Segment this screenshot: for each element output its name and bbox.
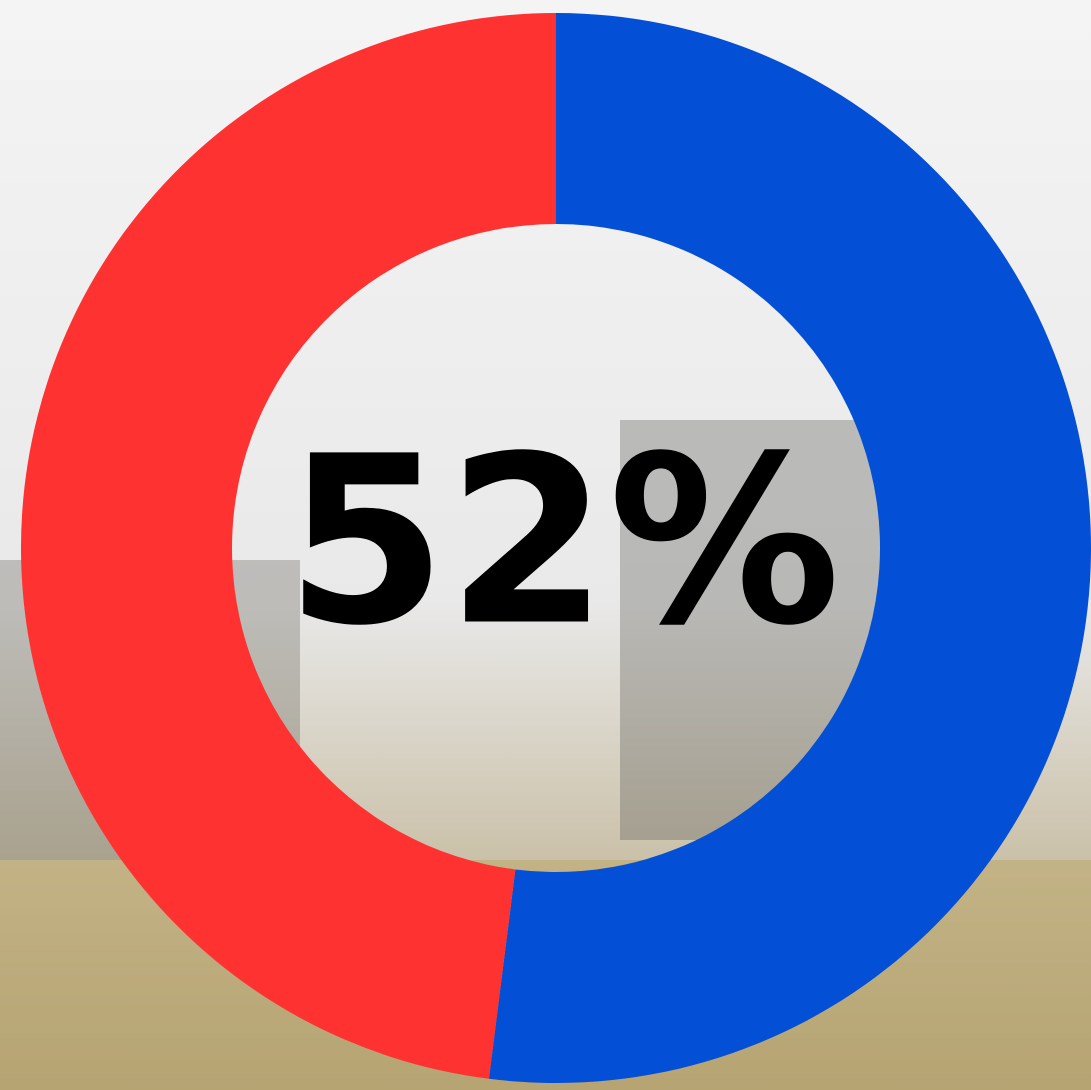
- center-label: 52%: [285, 406, 840, 676]
- donut-segment: [20, 13, 557, 1079]
- donut: [20, 13, 1091, 1083]
- donut-segment: [488, 13, 1091, 1083]
